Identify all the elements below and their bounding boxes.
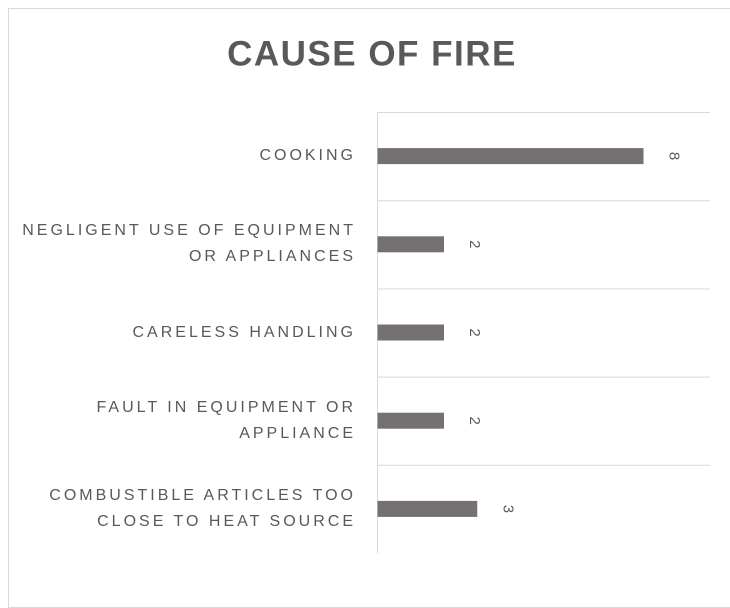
chart: CAUSE OF FIRE 8 2 2 2 3 xyxy=(227,34,710,553)
data-label: 2 xyxy=(466,328,483,336)
bar xyxy=(377,412,444,429)
category-label: CARELESS HANDLING xyxy=(132,323,356,341)
data-label: 2 xyxy=(466,240,483,248)
data-label: 2 xyxy=(466,417,483,425)
data-label: 8 xyxy=(666,152,683,160)
bar xyxy=(377,324,444,341)
bar xyxy=(377,500,478,517)
chart-title: CAUSE OF FIRE xyxy=(227,34,517,73)
category-label: FAULT IN EQUIPMENT OR APPLIANCE xyxy=(96,398,356,442)
bar xyxy=(377,236,444,253)
bar xyxy=(377,148,644,165)
chart-container: CAUSE OF FIRE 8 2 2 2 3 COOKING NEGLIGENT USE… xyxy=(8,8,730,608)
category-label: NEGLIGENT USE OF EQUIPMENT OR APPLIANCES xyxy=(22,222,356,266)
category-label: COMBUSTIBLE ARTICLES TOO CLOSE TO HEAT S… xyxy=(49,486,356,530)
category-label: COOKING xyxy=(259,147,356,165)
data-label: 3 xyxy=(499,505,516,513)
